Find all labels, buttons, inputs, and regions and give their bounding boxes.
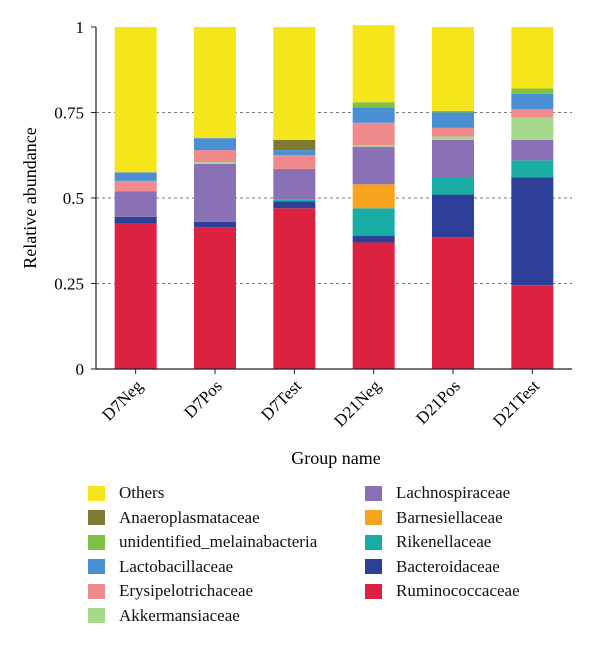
- legend-item: Ruminococcaceae: [365, 581, 520, 601]
- legend-label: Lactobacillaceae: [119, 556, 234, 576]
- legend-swatch: [88, 534, 105, 550]
- bar-segment-rikenellaceae: [273, 199, 316, 202]
- legend-swatch: [88, 583, 105, 599]
- legend-swatch: [88, 559, 105, 574]
- x-tick-label: D7Pos: [180, 376, 226, 422]
- x-tick-label: D21Neg: [330, 376, 385, 431]
- bar-segment-unidentified-melainabacteria: [352, 102, 395, 108]
- legend-label: unidentified_melainabacteria: [119, 532, 318, 551]
- bar-segment-erysipelotrichaceae: [352, 122, 395, 145]
- bar-segment-lactobacillaceae: [194, 138, 236, 151]
- bar-segment-rikenellaceae: [511, 160, 554, 178]
- bar-segment-lactobacillaceae: [273, 150, 316, 156]
- bar-segment-bacteroidaceae: [352, 235, 395, 243]
- x-axis-title: Group name: [291, 448, 380, 468]
- x-tick-label: D7Neg: [98, 376, 147, 425]
- legend-label: Lachnospiraceae: [396, 483, 511, 502]
- bar-segment-erysipelotrichaceae: [511, 109, 554, 118]
- legend-swatch: [88, 485, 105, 501]
- legend-label: Akkermansiaceae: [119, 605, 240, 625]
- bar-segment-others: [511, 27, 554, 89]
- legend-swatch: [88, 608, 105, 623]
- bar-segment-bacteroidaceae: [432, 194, 474, 238]
- y-tick-label: 0.75: [54, 104, 84, 123]
- legend-item: Barnesiellaceae: [365, 508, 503, 528]
- bar-segment-rikenellaceae: [352, 208, 395, 236]
- bar-segment-bacteroidaceae: [194, 221, 236, 228]
- x-tick-label: D21Pos: [412, 376, 464, 428]
- bar-segment-anaeroplasmataceae: [273, 139, 316, 151]
- legend-item: Lachnospiraceae: [365, 483, 510, 503]
- bar-segment-unidentified-melainabacteria: [511, 88, 554, 94]
- bar-segment-others: [194, 27, 236, 139]
- legend: Others Anaeroplasmataceae unidentified_mel…: [88, 483, 558, 633]
- bar-segment-lactobacillaceae: [511, 93, 554, 110]
- bar-segment-ruminococcaceae: [114, 223, 157, 369]
- legend-swatch: [365, 583, 382, 599]
- legend-swatch: [365, 485, 382, 501]
- bar-segment-bacteroidaceae: [114, 216, 157, 224]
- legend-label: Bacteroidaceae: [396, 556, 500, 576]
- y-tick-label: 0.5: [63, 189, 84, 208]
- bar-segment-lachnospiraceae: [273, 168, 316, 200]
- bar-segment-ruminococcaceae: [511, 285, 554, 369]
- bar-segment-akkermansiaceae: [511, 117, 554, 140]
- bar-segment-lachnospiraceae: [114, 191, 157, 217]
- x-tick-label: D7Test: [257, 376, 305, 424]
- legend-label: Barnesiellaceae: [396, 507, 503, 527]
- legend-item: Anaeroplasmataceae: [88, 508, 260, 528]
- bar-segment-others: [432, 27, 474, 111]
- bar-segment-unidentified-melainabacteria: [432, 110, 474, 113]
- bar-segment-erysipelotrichaceae: [114, 180, 157, 192]
- legend-item: Rikenellaceae: [365, 532, 491, 552]
- legend-item: unidentified_melainabacteria: [88, 532, 317, 552]
- legend-swatch: [365, 510, 382, 525]
- legend-item: Lactobacillaceae: [88, 557, 233, 577]
- legend-swatch: [365, 534, 382, 550]
- legend-item: Bacteroidaceae: [365, 557, 500, 577]
- legend-swatch: [365, 559, 382, 574]
- x-tick-label: D21Test: [489, 376, 543, 430]
- y-tick-label: 0: [76, 360, 85, 379]
- bar-segment-others: [352, 25, 395, 103]
- bar-segment-bacteroidaceae: [273, 201, 316, 209]
- legend-label: Erysipelotrichaceae: [119, 581, 254, 600]
- legend-item: Erysipelotrichaceae: [88, 581, 253, 601]
- bar-segment-ruminococcaceae: [432, 237, 474, 369]
- bar-segment-lactobacillaceae: [432, 112, 474, 128]
- bar-segment-akkermansiaceae: [194, 162, 236, 164]
- bar-segment-lactobacillaceae: [352, 107, 395, 123]
- bar-segment-lachnospiraceae: [511, 139, 554, 161]
- bar-segment-akkermansiaceae: [432, 136, 474, 140]
- stacked-bar-chart: 0 0.25 0.5 0.75 1 D7Neg D7Pos D7Test D21Neg D21Po…: [20, 18, 572, 468]
- bar-segment-ruminococcaceae: [194, 227, 236, 369]
- bar-segment-akkermansiaceae: [352, 144, 395, 147]
- legend-item: Others: [88, 483, 164, 503]
- legend-swatch: [88, 510, 105, 525]
- bar-segment-others: [273, 27, 316, 140]
- bar-segment-erysipelotrichaceae: [273, 155, 316, 169]
- bar-segment-rikenellaceae: [432, 177, 474, 195]
- bar-segment-barnesiellaceae: [352, 184, 395, 209]
- bar-segment-erysipelotrichaceae: [194, 150, 236, 163]
- legend-label: Ruminococcaceae: [396, 581, 520, 600]
- bar-segment-lachnospiraceae: [432, 139, 474, 178]
- bar-segment-erysipelotrichaceae: [432, 127, 474, 137]
- bar-segment-ruminococcaceae: [352, 242, 395, 369]
- bar-segment-others: [114, 27, 157, 173]
- legend-item: Akkermansiaceae: [88, 606, 240, 626]
- bar-segment-lachnospiraceae: [352, 146, 395, 185]
- bar-segment-lachnospiraceae: [194, 163, 236, 222]
- bar-segment-lactobacillaceae: [114, 172, 157, 181]
- y-tick-label: 0.25: [54, 275, 84, 294]
- legend-label: Anaeroplasmataceae: [119, 507, 260, 527]
- y-axis-title: Relative abundance: [20, 127, 40, 268]
- y-tick-label: 1: [76, 18, 85, 37]
- bar-segment-ruminococcaceae: [273, 208, 316, 369]
- legend-label: Rikenellaceae: [396, 532, 492, 551]
- legend-label: Others: [119, 483, 165, 502]
- bar-segment-bacteroidaceae: [511, 177, 554, 286]
